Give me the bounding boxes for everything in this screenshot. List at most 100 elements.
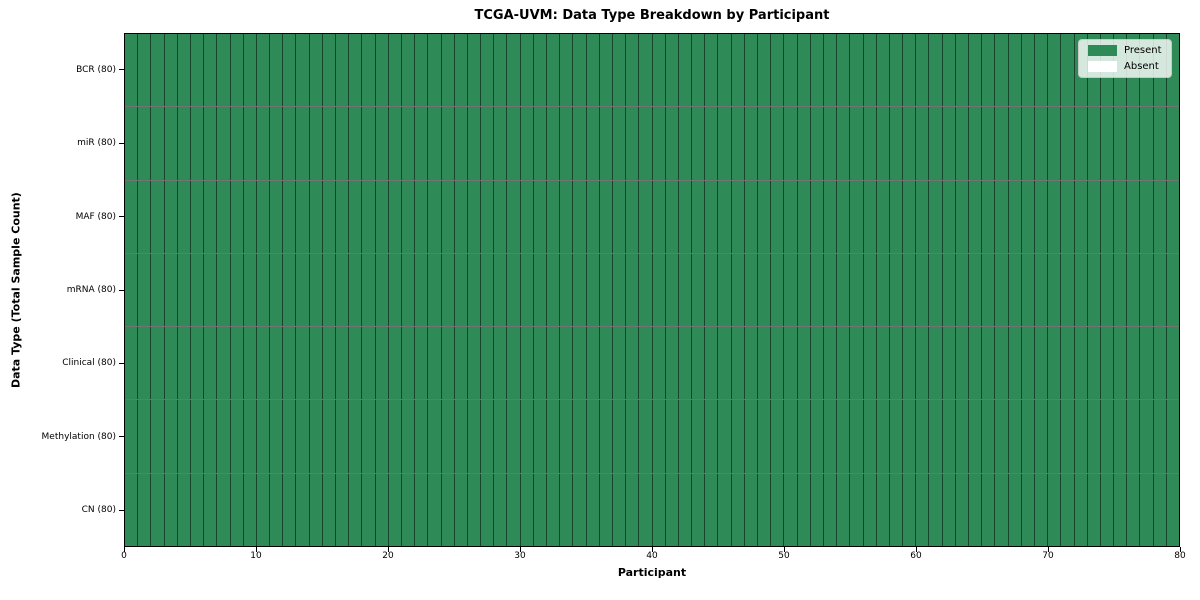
heatmap-cell: [441, 473, 455, 546]
heatmap-cell: [283, 400, 297, 473]
x-tick-marks: [123, 547, 1181, 552]
heatmap-cell: [401, 107, 416, 180]
heatmap-cell: [190, 327, 205, 400]
heatmap-cell: [955, 180, 969, 253]
heatmap-cell: [573, 400, 587, 473]
heatmap-cell: [1074, 253, 1088, 327]
heatmap-cell: [678, 473, 693, 546]
heatmap-cell: [1061, 473, 1075, 546]
heatmap-cell: [784, 400, 798, 473]
heatmap-cell: [916, 180, 930, 253]
heatmap-cell: [626, 327, 640, 400]
heatmap-cell: [256, 107, 271, 180]
heatmap-row: [125, 400, 1179, 474]
heatmap-cell: [692, 327, 706, 400]
heatmap-cell: [1127, 180, 1141, 253]
heatmap-cell: [771, 327, 785, 400]
heatmap-cell: [639, 327, 653, 400]
heatmap-cell: [1034, 107, 1049, 180]
heatmap-cell: [388, 327, 402, 400]
heatmap-cell: [507, 180, 521, 253]
heatmap-row: [125, 253, 1179, 328]
heatmap-cell: [336, 253, 350, 327]
heatmap-cell: [270, 473, 284, 546]
heatmap-cell: [560, 253, 574, 327]
heatmap-cell: [718, 473, 732, 546]
heatmap-cell: [375, 180, 389, 253]
heatmap-cell: [309, 473, 323, 546]
x-tick-label: 30: [514, 551, 526, 561]
heatmap-cell: [415, 180, 429, 253]
heatmap-cell: [705, 34, 719, 107]
heatmap-cell: [125, 400, 139, 473]
heatmap-cell: [1127, 473, 1141, 546]
heatmap-cell: [573, 180, 587, 253]
heatmap-cell: [586, 180, 600, 253]
heatmap-cell: [863, 253, 877, 327]
heatmap-cell: [612, 400, 627, 473]
heatmap-cell: [375, 473, 389, 546]
x-tick-mark: [1047, 547, 1049, 552]
heatmap-cell: [810, 327, 824, 400]
heatmap-cell: [982, 473, 996, 546]
heatmap-cell: [573, 34, 587, 107]
heatmap-cell: [362, 473, 376, 546]
heatmap-cell: [138, 34, 152, 107]
heatmap-cell: [415, 327, 429, 400]
heatmap-cell: [1127, 253, 1141, 327]
heatmap-cell: [626, 107, 640, 180]
heatmap-cell: [190, 34, 205, 107]
heatmap-cell: [481, 180, 495, 253]
heatmap-cell: [705, 107, 719, 180]
heatmap-cell: [744, 180, 758, 253]
heatmap-cell: [784, 327, 798, 400]
heatmap-cell: [388, 180, 402, 253]
heatmap-cell: [1114, 473, 1128, 546]
heatmap-cell: [243, 107, 257, 180]
heatmap-cell: [1100, 473, 1115, 546]
heatmap-cell: [1008, 473, 1022, 546]
heatmap-cell: [678, 253, 693, 327]
heatmap-cell: [1166, 473, 1179, 546]
heatmap-cell: [665, 327, 679, 400]
heatmap-cell: [336, 180, 350, 253]
heatmap-cell: [520, 180, 534, 253]
heatmap-cell: [612, 34, 627, 107]
heatmap-cell: [401, 473, 416, 546]
heatmap-cell: [758, 253, 772, 327]
heatmap-cell: [916, 253, 930, 327]
heatmap-cell: [322, 327, 336, 400]
heatmap-cell: [401, 327, 416, 400]
heatmap-cell: [309, 400, 323, 473]
heatmap-cell: [454, 253, 468, 327]
heatmap-cell: [692, 473, 706, 546]
heatmap-cell: [771, 400, 785, 473]
heatmap-cell: [1021, 107, 1035, 180]
chart-title: TCGA-UVM: Data Type Breakdown by Partici…: [474, 8, 830, 23]
heatmap-cell: [441, 34, 455, 107]
heatmap-cell: [547, 400, 561, 473]
heatmap-cell: [256, 400, 271, 473]
x-tick-label: 20: [382, 551, 394, 561]
heatmap-cell: [876, 473, 890, 546]
heatmap-cell: [454, 327, 468, 400]
heatmap-cell: [850, 400, 864, 473]
heatmap-cell: [665, 473, 679, 546]
heatmap-cell: [599, 400, 613, 473]
heatmap-cell: [388, 34, 402, 107]
heatmap-cell: [204, 34, 218, 107]
heatmap-cell: [230, 107, 244, 180]
heatmap-cell: [1166, 327, 1179, 400]
heatmap-cell: [217, 34, 231, 107]
heatmap-cell: [1074, 180, 1088, 253]
heatmap-cell: [481, 107, 495, 180]
heatmap-cell: [889, 34, 904, 107]
heatmap-cell: [1114, 107, 1128, 180]
heatmap-cell: [1034, 253, 1049, 327]
heatmap-cell: [1087, 253, 1101, 327]
heatmap-cell: [230, 253, 244, 327]
heatmap-cell: [309, 107, 323, 180]
heatmap-cell: [138, 253, 152, 327]
heatmap-cell: [995, 107, 1009, 180]
y-tick-mark: [119, 289, 124, 291]
